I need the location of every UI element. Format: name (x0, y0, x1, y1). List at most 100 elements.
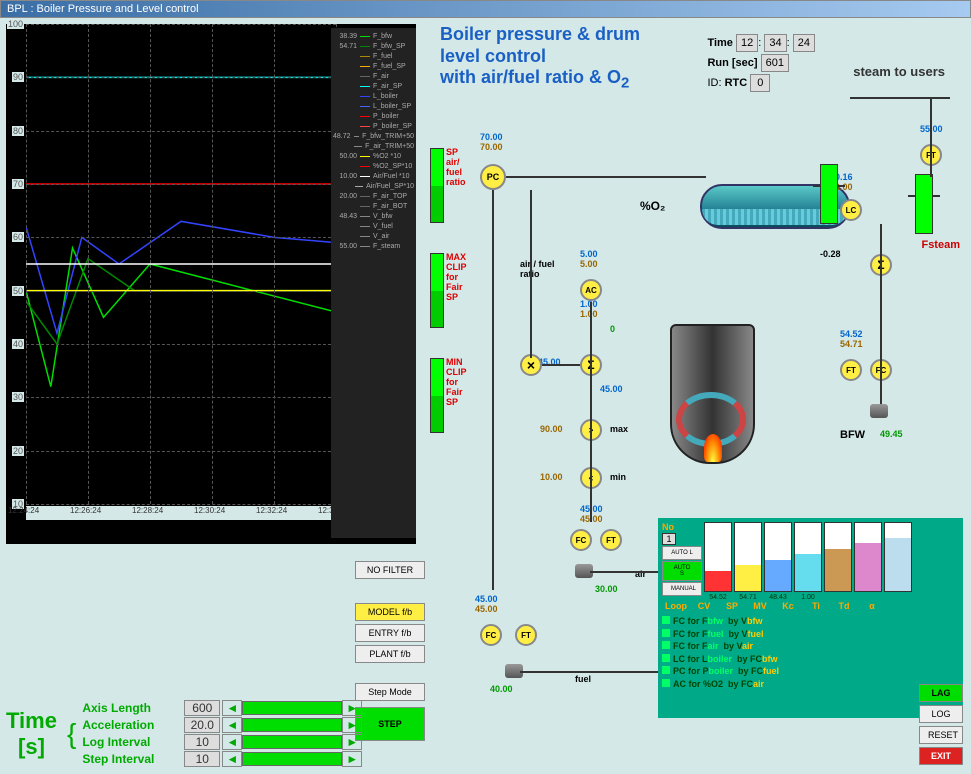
fc-air-node[interactable]: FC (570, 529, 592, 551)
time-slider[interactable] (242, 735, 342, 749)
tune-bar[interactable] (764, 522, 792, 592)
lag-button[interactable]: LAG (919, 684, 963, 702)
loop-selector[interactable]: 1 (662, 533, 676, 545)
legend-item: F_air_TRIM+50 (333, 143, 414, 150)
entry-fb-button[interactable]: ENTRY f/b (355, 624, 425, 642)
sigma-out: 45.00 (600, 384, 623, 394)
tune-bar[interactable] (884, 522, 912, 592)
id-val: 0 (750, 74, 770, 92)
tune-bar[interactable] (704, 522, 732, 592)
time-setting-value[interactable]: 10 (184, 751, 220, 767)
furnace (670, 324, 755, 464)
plant-fb-button[interactable]: PLANT f/b (355, 645, 425, 663)
time-setting-value[interactable]: 20.0 (184, 717, 220, 733)
legend-item: 38.39F_bfw (333, 33, 414, 40)
pc-node[interactable]: PC (480, 164, 506, 190)
loop-row[interactable]: FC for Fbfw by Vbfw (662, 615, 959, 628)
tune-bar[interactable] (854, 522, 882, 592)
af-pv: 1.00 (580, 309, 598, 319)
chart-legend: 38.39F_bfw54.71F_bfw_SPF_fuelF_fuel_SPF_… (331, 28, 416, 538)
ft-bfw-node: FT (840, 359, 862, 381)
tune-bar[interactable] (794, 522, 822, 592)
air-out: 30.00 (595, 584, 618, 594)
decrement-button[interactable]: ◄ (222, 751, 242, 767)
increment-button[interactable]: ► (342, 734, 362, 750)
legend-item: F_fuel (333, 53, 414, 60)
time-m: 34 (764, 34, 786, 52)
time-settings-panel: Time[s] { Axis Length600◄►Acceleration20… (6, 699, 362, 768)
legend-item: 48.43V_bfw (333, 213, 414, 220)
lc-node[interactable]: LC (840, 199, 862, 221)
tune-bar[interactable] (734, 522, 762, 592)
legend-item: 54.71F_bfw_SP (333, 43, 414, 50)
mode-button[interactable]: AUTO L (662, 546, 702, 560)
time-title: Time[s] (6, 708, 57, 760)
decrement-button[interactable]: ◄ (222, 717, 242, 733)
step-button[interactable]: STEP (355, 707, 425, 741)
model-fb-button[interactable]: MODEL f/b (355, 603, 425, 621)
exit-button[interactable]: EXIT (919, 747, 963, 765)
diagram-title: Boiler pressure & drum level control wit… (440, 24, 640, 93)
max-label: max (610, 424, 628, 434)
time-slider[interactable] (242, 701, 342, 715)
time-setting-value[interactable]: 10 (184, 734, 220, 750)
log-button[interactable]: LOG (919, 705, 963, 723)
ft-air-node: FT (600, 529, 622, 551)
loop-row[interactable]: LC for Lboiler by FCbfw (662, 653, 959, 666)
decrement-button[interactable]: ◄ (222, 734, 242, 750)
fc-fuel-node[interactable]: FC (480, 624, 502, 646)
ac-node[interactable]: AC (580, 279, 602, 301)
no-filter-button[interactable]: NO FILTER (355, 561, 425, 579)
legend-item: F_air (333, 73, 414, 80)
legend-item: V_fuel (333, 223, 414, 230)
fcbfw-pv: 54.71 (840, 339, 863, 349)
af-out: 0 (610, 324, 615, 334)
mode-button[interactable]: MANUAL (662, 582, 702, 596)
bfw-valve (870, 404, 888, 418)
reset-button[interactable]: RESET (919, 726, 963, 744)
pc-sp: 70.00 (480, 132, 503, 142)
loop-row[interactable]: AC for %O2 by FCair (662, 678, 959, 691)
time-panel: Time 12: 34: 24 Run [sec] 601 ID: RTC 0 (707, 32, 815, 94)
chart-y-axis: 102030405060708090100 (6, 24, 26, 504)
time-h: 12 (736, 34, 758, 52)
legend-item: P_boiler (333, 113, 414, 120)
legend-item: %O2_SP*10 (333, 163, 414, 170)
time-setting-value[interactable]: 600 (184, 700, 220, 716)
o2-pv: 5.00 (580, 259, 598, 269)
fcfuel-pv: 45.00 (475, 604, 498, 614)
tune-bar[interactable] (824, 522, 852, 592)
time-slider[interactable] (242, 718, 342, 732)
increment-button[interactable]: ► (342, 700, 362, 716)
time-slider[interactable] (242, 752, 342, 766)
fuel-out: 40.00 (490, 684, 513, 694)
run-sec: 601 (761, 54, 789, 72)
fcbfw-sp: 54.52 (840, 329, 863, 339)
steam-label: steam to users (853, 64, 945, 79)
title-bar: BPL : Boiler Pressure and Level control (0, 0, 971, 18)
max-in: 90.00 (540, 424, 563, 434)
time-s: 24 (793, 34, 815, 52)
tuning-panel: No1AUTO LAUTO SMANUAL 54.5254.7148.431.0… (658, 518, 963, 718)
bfw-out: 49.45 (880, 429, 903, 439)
loop-row[interactable]: FC for Ffuel by Vfuel (662, 628, 959, 641)
loop-row[interactable]: FC for Fair by Vair (662, 640, 959, 653)
decrement-button[interactable]: ◄ (222, 700, 242, 716)
legend-item: P_boiler_SP (333, 123, 414, 130)
right-buttons: LAG LOG RESET EXIT (919, 681, 963, 768)
airfuel-label: air / fuel ratio (520, 259, 555, 279)
legend-item: 50.00%O2 *10 (333, 153, 414, 160)
lc-bias: -0.28 (820, 249, 841, 259)
steam-level-bar (915, 174, 933, 234)
legend-item: 20.00F_air_TOP (333, 193, 414, 200)
bfw-label: BFW (840, 429, 865, 441)
legend-item: 48.72F_bfw_TRIM+50 (333, 133, 414, 140)
increment-button[interactable]: ► (342, 717, 362, 733)
step-mode-button[interactable]: Step Mode (355, 683, 425, 701)
increment-button[interactable]: ► (342, 751, 362, 767)
legend-item: 10.00Air/Fuel *10 (333, 173, 414, 180)
loop-row[interactable]: PC for Pboiler by FCfuel (662, 665, 959, 678)
mode-button[interactable]: AUTO S (662, 561, 702, 581)
fsteam-label: Fsteam (921, 239, 960, 251)
legend-item: Air/Fuel_SP*10 (333, 183, 414, 190)
